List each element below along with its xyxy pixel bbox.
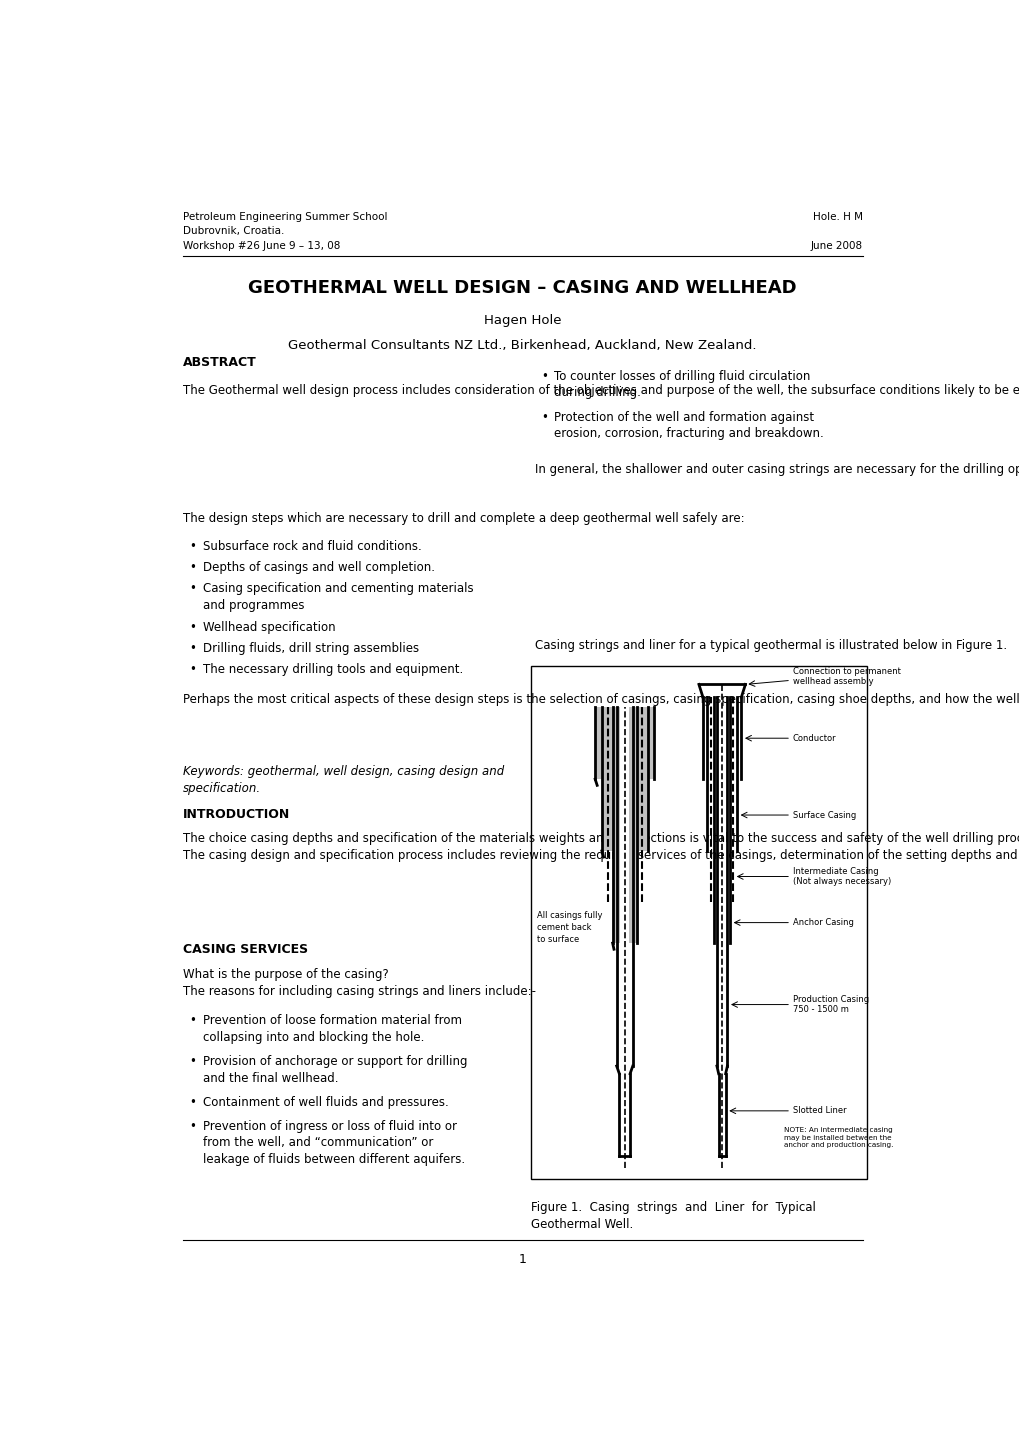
- Text: Prevention of loose formation material from
collapsing into and blocking the hol: Prevention of loose formation material f…: [203, 1014, 462, 1043]
- Text: Casing strings and liner for a typical geothermal is illustrated below in Figure: Casing strings and liner for a typical g…: [534, 639, 1006, 652]
- Text: Hole. H M: Hole. H M: [812, 212, 862, 222]
- Bar: [601, 779, 647, 851]
- Text: •: •: [189, 1120, 196, 1133]
- Text: June 2008: June 2008: [810, 241, 862, 251]
- Text: The Geothermal well design process includes consideration of the objectives and : The Geothermal well design process inclu…: [182, 384, 1019, 397]
- Text: Surface Casing: Surface Casing: [792, 811, 855, 820]
- Text: Conductor: Conductor: [792, 733, 836, 743]
- Text: •: •: [540, 369, 547, 382]
- Text: •: •: [189, 1097, 196, 1110]
- Text: Production Casing
750 - 1500 m: Production Casing 750 - 1500 m: [792, 994, 868, 1014]
- Text: Keywords: geothermal, well design, casing design and
specification.: Keywords: geothermal, well design, casin…: [182, 765, 503, 795]
- Text: The choice casing depths and specification of the materials weights and connecti: The choice casing depths and specificati…: [182, 833, 1019, 861]
- Text: What is the purpose of the casing?
The reasons for including casing strings and : What is the purpose of the casing? The r…: [182, 968, 535, 997]
- Text: Petroleum Engineering Summer School: Petroleum Engineering Summer School: [182, 212, 387, 222]
- Text: INTRODUCTION: INTRODUCTION: [182, 808, 289, 821]
- Bar: [530, 667, 866, 1179]
- Text: Provision of anchorage or support for drilling
and the final wellhead.: Provision of anchorage or support for dr…: [203, 1055, 467, 1085]
- Text: Depths of casings and well completion.: Depths of casings and well completion.: [203, 561, 434, 574]
- Text: •: •: [189, 620, 196, 633]
- Text: Anchor Casing: Anchor Casing: [792, 918, 853, 926]
- Text: •: •: [189, 1055, 196, 1068]
- Text: Dubrovnik, Croatia.: Dubrovnik, Croatia.: [182, 227, 284, 237]
- Text: Slotted Liner: Slotted Liner: [792, 1107, 846, 1115]
- Text: •: •: [189, 642, 196, 655]
- Text: Geothermal Consultants NZ Ltd., Birkenhead, Auckland, New Zealand.: Geothermal Consultants NZ Ltd., Birkenhe…: [288, 339, 756, 352]
- Text: NOTE: An intermediate casing
may be installed between the
anchor and production : NOTE: An intermediate casing may be inst…: [784, 1127, 893, 1149]
- Text: Workshop #26 June 9 – 13, 08: Workshop #26 June 9 – 13, 08: [182, 241, 340, 251]
- Text: Subsurface rock and fluid conditions.: Subsurface rock and fluid conditions.: [203, 540, 421, 553]
- Text: Wellhead specification: Wellhead specification: [203, 620, 335, 633]
- Text: To counter losses of drilling fluid circulation
during drilling.: To counter losses of drilling fluid circ…: [554, 369, 810, 400]
- Text: •: •: [189, 1014, 196, 1027]
- Text: The design steps which are necessary to drill and complete a deep geothermal wel: The design steps which are necessary to …: [182, 512, 744, 525]
- Text: In general, the shallower and outer casing strings are necessary for the drillin: In general, the shallower and outer casi…: [534, 463, 1019, 476]
- Text: •: •: [189, 561, 196, 574]
- Text: •: •: [540, 411, 547, 424]
- Text: GEOTHERMAL WELL DESIGN – CASING AND WELLHEAD: GEOTHERMAL WELL DESIGN – CASING AND WELL…: [249, 278, 796, 297]
- Text: ABSTRACT: ABSTRACT: [182, 356, 257, 369]
- Text: •: •: [189, 582, 196, 595]
- Text: Protection of the well and formation against
erosion, corrosion, fracturing and : Protection of the well and formation aga…: [554, 411, 823, 440]
- Text: Casing specification and cementing materials
and programmes: Casing specification and cementing mater…: [203, 582, 473, 612]
- Text: Perhaps the most critical aspects of these design steps is the selection of casi: Perhaps the most critical aspects of the…: [182, 693, 1019, 706]
- Text: CASING SERVICES: CASING SERVICES: [182, 944, 308, 957]
- Text: The necessary drilling tools and equipment.: The necessary drilling tools and equipme…: [203, 664, 463, 677]
- Text: •: •: [189, 664, 196, 677]
- Text: Intermediate Casing
(Not always necessary): Intermediate Casing (Not always necessar…: [792, 867, 890, 886]
- Text: Containment of well fluids and pressures.: Containment of well fluids and pressures…: [203, 1097, 448, 1110]
- Text: 1: 1: [519, 1253, 526, 1266]
- Text: •: •: [189, 540, 196, 553]
- Text: Hagen Hole: Hagen Hole: [484, 315, 560, 328]
- Text: Connection to permanent
wellhead assembly: Connection to permanent wellhead assembl…: [792, 667, 900, 687]
- Text: Figure 1.  Casing  strings  and  Liner  for  Typical
Geothermal Well.: Figure 1. Casing strings and Liner for T…: [530, 1201, 815, 1231]
- Bar: [612, 851, 636, 944]
- Bar: [620, 707, 629, 1156]
- Text: Prevention of ingress or loss of fluid into or
from the well, and “communication: Prevention of ingress or loss of fluid i…: [203, 1120, 465, 1166]
- Text: All casings fully
cement back
to surface: All casings fully cement back to surface: [537, 912, 602, 944]
- Text: Drilling fluids, drill string assemblies: Drilling fluids, drill string assemblies: [203, 642, 419, 655]
- Bar: [594, 707, 653, 779]
